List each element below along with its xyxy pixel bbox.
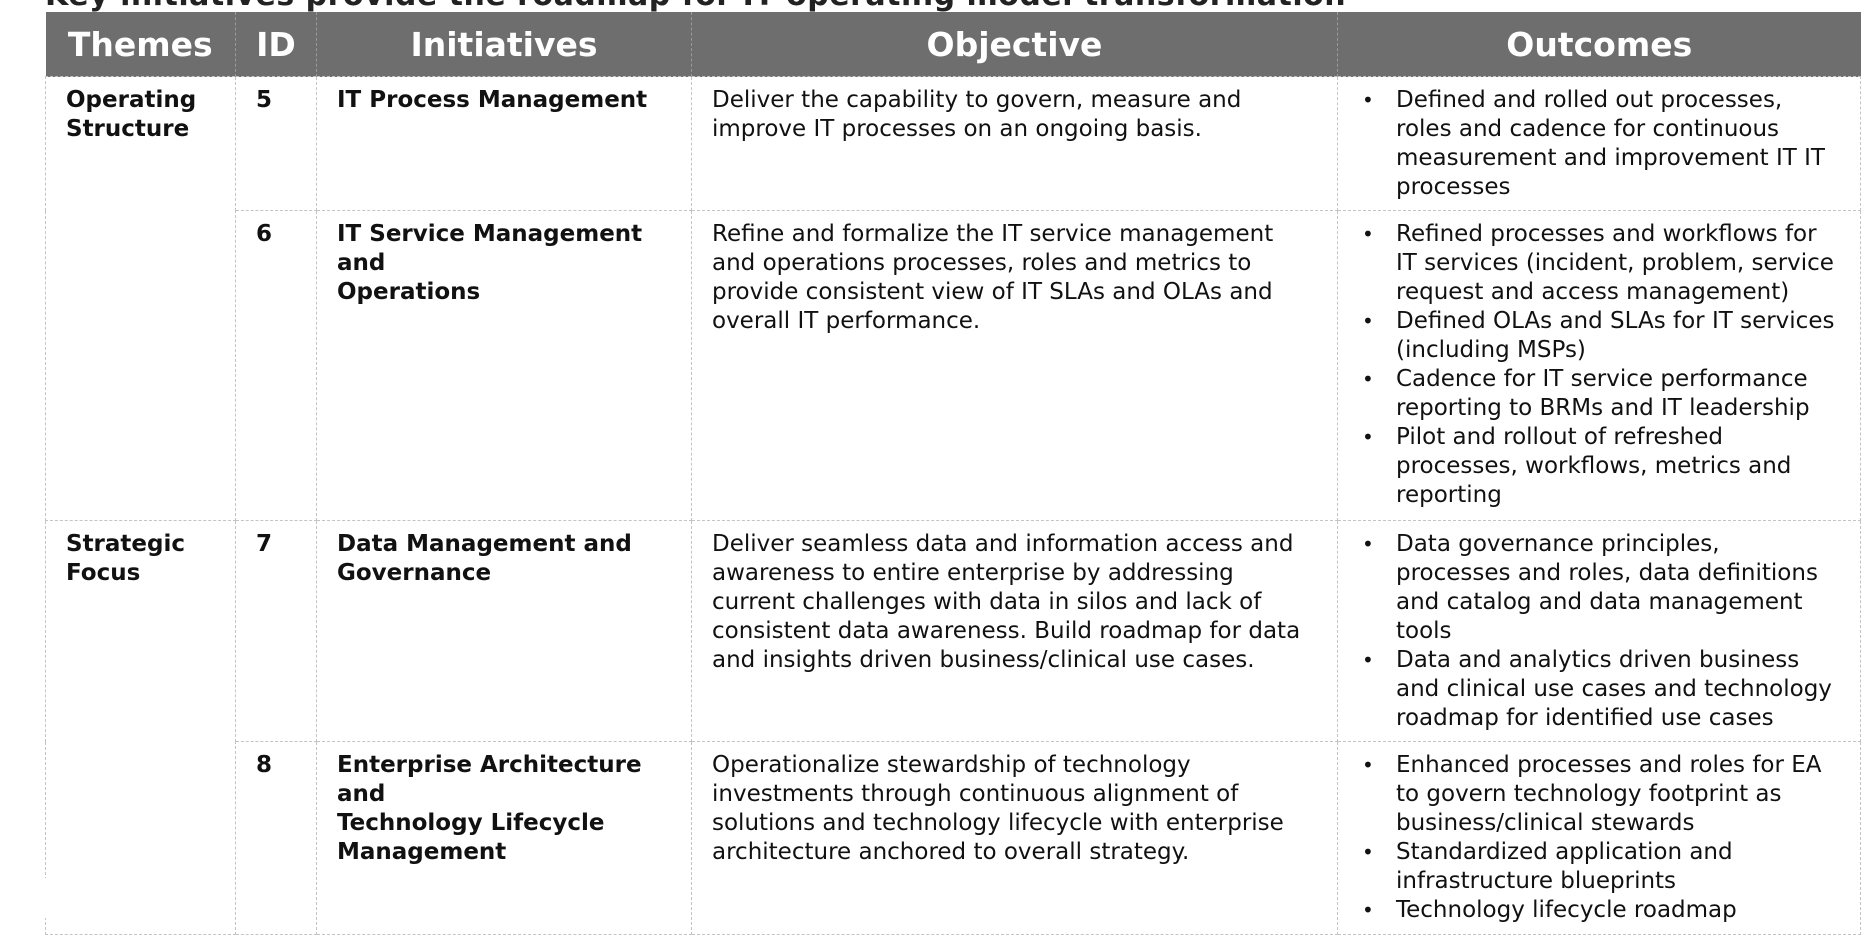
outcome-item: Data and analytics driven business and c… <box>1358 646 1840 733</box>
theme-label-line: Strategic <box>66 531 185 557</box>
theme-operating-structure: Operating Structure <box>45 76 236 521</box>
outcome-item: Cadence for IT service performance repor… <box>1358 365 1840 423</box>
initiative-name: Enterprise Architecture and Technology L… <box>316 741 692 935</box>
initiative-name-line: Operations <box>337 279 481 305</box>
initiative-name-line: Governance <box>337 560 492 586</box>
initiative-name-line: IT Service Management and <box>337 221 643 276</box>
initiative-objective: Deliver seamless data and information ac… <box>691 520 1338 742</box>
table-row-5: Operating Structure 5 IT Process Managem… <box>45 76 1861 521</box>
outcome-item: Defined OLAs and SLAs for IT services (i… <box>1358 307 1840 365</box>
initiative-objective: Deliver the capability to govern, measur… <box>691 76 1338 211</box>
initiative-objective: Operationalize stewardship of technology… <box>691 741 1338 935</box>
initiative-outcomes: Refined processes and workflows for IT s… <box>1337 210 1861 521</box>
outcome-item: Refined processes and workflows for IT s… <box>1358 220 1840 307</box>
header-themes: Themes <box>45 12 236 77</box>
table-row-6: 6 IT Service Management and Operations R… <box>46 210 1861 521</box>
page-title: Key initiatives provide the roadmap for … <box>45 0 1346 12</box>
bottom-edge-mask <box>0 878 215 918</box>
initiative-id: 8 <box>235 741 317 935</box>
theme-strategic-focus: Strategic Focus <box>45 520 236 935</box>
initiative-id: 6 <box>235 210 317 521</box>
initiative-name: IT Service Management and Operations <box>316 210 692 521</box>
initiative-name-line: Technology Lifecycle <box>337 810 605 836</box>
outcome-item: Enhanced processes and roles for EA to g… <box>1358 751 1840 838</box>
outcome-item: Standardized application and infrastruct… <box>1358 838 1840 896</box>
initiative-name-line: Management <box>337 839 507 865</box>
theme-label-line: Structure <box>66 116 190 142</box>
initiative-name-line: IT Process Management <box>337 87 648 113</box>
table-header-row: Themes ID Initiatives Objective Outcomes <box>45 12 1861 77</box>
outcome-item: Data governance principles, processes an… <box>1358 530 1840 646</box>
initiative-name: IT Process Management <box>316 76 692 211</box>
initiative-name-line: Enterprise Architecture and <box>337 752 642 807</box>
outcome-item: Defined and rolled out processes, roles … <box>1358 86 1840 202</box>
header-objective: Objective <box>691 12 1338 77</box>
cut-off-page-title-strip: Key initiatives provide the roadmap for … <box>45 0 1860 12</box>
outcome-item: Technology lifecycle roadmap <box>1358 896 1840 925</box>
initiatives-table: Themes ID Initiatives Objective Outcomes… <box>45 12 1861 935</box>
theme-label-line: Focus <box>66 560 141 586</box>
table-row-7: Strategic Focus 7 Data Management and Go… <box>45 520 1861 935</box>
table-row-8: 8 Enterprise Architecture and Technology… <box>46 741 1861 935</box>
initiative-outcomes: Defined and rolled out processes, roles … <box>1337 76 1861 211</box>
initiative-id: 7 <box>235 520 317 742</box>
initiative-name: Data Management and Governance <box>316 520 692 742</box>
initiative-id: 5 <box>235 76 317 211</box>
outcome-item: Pilot and rollout of refreshed processes… <box>1358 423 1840 510</box>
initiative-objective: Refine and formalize the IT service mana… <box>691 210 1338 521</box>
initiative-name-line: Data Management and <box>337 531 632 557</box>
initiative-outcomes: Enhanced processes and roles for EA to g… <box>1337 741 1861 935</box>
header-id: ID <box>235 12 317 77</box>
initiative-outcomes: Data governance principles, processes an… <box>1337 520 1861 742</box>
theme-label-line: Operating <box>66 87 197 113</box>
header-outcomes: Outcomes <box>1337 12 1861 77</box>
header-initiatives: Initiatives <box>316 12 692 77</box>
